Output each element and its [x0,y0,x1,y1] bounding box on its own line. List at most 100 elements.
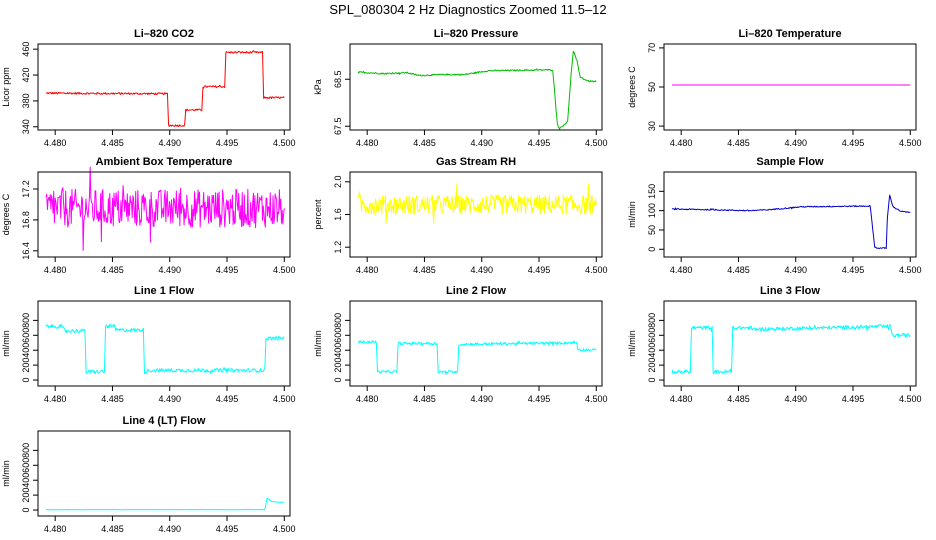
series-line-line2 [357,340,597,376]
x-tick-label: 4.485 [413,394,436,404]
y-tick-label: 50 [647,225,657,235]
x-tick-label: 4.480 [670,394,693,404]
plot-frame [37,43,291,131]
y-tick-label: 0 [647,247,657,252]
series-line-line1 [45,323,285,375]
x-tick-label: 4.485 [101,394,124,404]
y-axis-label: degrees C [627,66,637,108]
x-tick-label: 4.500 [899,394,922,404]
x-tick-label: 4.490 [158,265,181,275]
x-tick-label: 4.490 [158,524,181,534]
x-tick-label: 4.495 [528,394,551,404]
panel-title: Sample Flow [756,156,824,168]
x-tick-label: 4.490 [158,394,181,404]
y-tick-label: 200 [21,358,31,373]
x-tick-label: 4.490 [470,265,493,275]
x-tick-label: 4.495 [528,138,551,148]
y-tick-label: 50 [647,82,657,92]
y-tick-label: 150 [647,184,657,199]
x-tick-label: 4.485 [413,138,436,148]
panel-pressure: Li–820 Pressure kPa 4.480 4.485 4.490 4.495 4.… [313,28,608,148]
x-tick-label: 4.500 [585,265,608,275]
plot-frame [349,43,603,131]
y-tick-label: 460 [21,42,31,57]
y-tick-label: 400 [21,343,31,358]
y-tick-label: 200 [647,358,657,373]
panel-title: Line 2 Flow [446,285,506,297]
y-tick-label: 600 [21,328,31,343]
y-tick-label: 30 [647,121,657,131]
x-tick-label: 4.480 [356,138,379,148]
x-tick-label: 4.495 [216,524,239,534]
series-line-co2 [45,50,285,127]
plot-frame [349,300,603,387]
series-line-line3 [671,324,911,375]
x-tick-label: 4.495 [842,138,865,148]
panel-title: Line 1 Flow [134,285,194,297]
x-tick-label: 4.500 [273,524,296,534]
plot-frame [663,171,917,258]
x-tick-label: 4.485 [101,524,124,534]
panel-rh: Gas Stream RH percent 4.480 4.485 4.490 4.495… [313,156,608,275]
panel-line2: Line 2 Flow ml/min 4.480 4.485 4.490 4.495 4.5… [313,285,608,404]
panel-co2: Li–820 CO2 Licor ppm 4.480 4.485 4.490 4.495 4… [1,28,296,148]
panel-temperature: Li–820 Temperature degrees C 4.480 4.485 4.4… [627,28,922,148]
plot-frame [37,171,291,258]
x-tick-label: 4.480 [44,394,67,404]
series-line-ambient [45,166,285,251]
y-tick-label: 800 [21,443,31,458]
x-tick-label: 4.480 [356,265,379,275]
x-tick-label: 4.500 [273,394,296,404]
panel-title: Line 3 Flow [760,285,820,297]
y-tick-label: 800 [333,313,343,328]
panel-title: Line 4 (LT) Flow [123,415,206,427]
y-tick-label: 67.5 [333,117,343,135]
y-axis-label: ml/min [627,330,637,357]
y-tick-label: 16.8 [21,211,31,229]
x-tick-label: 4.495 [216,394,239,404]
x-tick-label: 4.500 [899,138,922,148]
y-tick-label: 17.2 [21,180,31,198]
x-tick-label: 4.485 [413,265,436,275]
x-tick-label: 4.495 [842,394,865,404]
y-tick-label: 600 [333,328,343,343]
x-tick-label: 4.490 [158,138,181,148]
panel-ambient: Ambient Box Temperature degrees C 4.480 4.4… [1,156,296,275]
plot-frame [37,300,291,387]
x-tick-label: 4.480 [44,524,67,534]
panel-title: Gas Stream RH [436,156,516,168]
y-tick-label: 380 [21,93,31,108]
panel-sampleflow: Sample Flow ml/min 4.480 4.485 4.490 4.495 4.5… [627,156,922,275]
y-tick-label: 70 [647,43,657,53]
series-line-sampleflow [671,194,911,250]
panel-line3: Line 3 Flow ml/min 4.480 4.485 4.490 4.495 4.5… [627,285,922,404]
x-tick-label: 4.480 [44,265,67,275]
y-tick-label: 16.4 [21,242,31,260]
x-tick-label: 4.485 [727,394,750,404]
y-tick-label: 800 [21,313,31,328]
y-tick-label: 400 [647,343,657,358]
y-tick-label: 1.2 [333,241,343,254]
y-axis-label: ml/min [627,201,637,228]
y-axis-label: ml/min [1,460,11,487]
panel-title: Li–820 Pressure [434,28,518,40]
figure-title: SPL_080304 2 Hz Diagnostics Zoomed 11.5–… [329,2,607,17]
y-axis-label: Licor ppm [1,67,11,107]
y-tick-label: 420 [21,68,31,83]
x-tick-label: 4.490 [470,138,493,148]
x-tick-label: 4.485 [101,265,124,275]
x-tick-label: 4.485 [727,265,750,275]
y-tick-label: 400 [333,343,343,358]
plot-frame [37,430,291,517]
x-tick-label: 4.490 [470,394,493,404]
y-tick-label: 340 [21,119,31,134]
y-tick-label: 400 [21,473,31,488]
series-line-rh [357,183,597,225]
panel-line1: Line 1 Flow ml/min 4.480 4.485 4.490 4.495 4.5… [1,285,296,404]
x-tick-label: 4.480 [670,138,693,148]
x-tick-label: 4.480 [670,265,693,275]
panel-title: Li–820 Temperature [738,28,841,40]
y-tick-label: 200 [21,488,31,503]
